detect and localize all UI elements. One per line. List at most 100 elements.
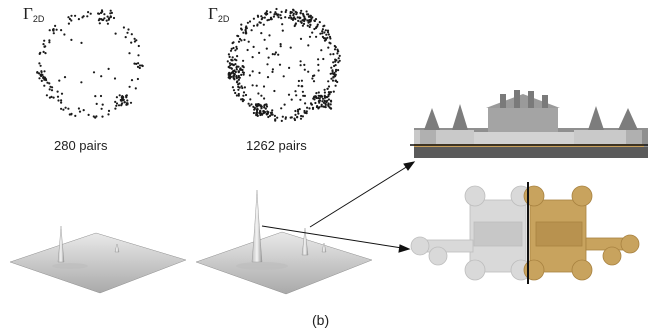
scatter-dot (138, 66, 141, 70)
scatter-dot (305, 110, 308, 113)
scatter-dot (294, 22, 297, 25)
scatter-dot (136, 77, 139, 81)
scatter-dot (98, 12, 101, 15)
scatter-dot (280, 10, 283, 13)
scatter-dot (125, 94, 128, 98)
scatter-dot (331, 79, 335, 82)
scatter-dot (273, 114, 276, 117)
scatter-dot (245, 27, 248, 30)
scatter-dot (327, 98, 330, 101)
scatter-dot (281, 23, 284, 26)
scatter-dot (242, 31, 245, 34)
scatter-dot (67, 16, 70, 19)
scatter-dot (303, 94, 306, 97)
scatter-dot (74, 14, 77, 17)
scatter-dot (52, 96, 55, 99)
scatter-dot (135, 62, 138, 65)
scatter-dot (256, 23, 259, 26)
scatter-dot (38, 77, 41, 80)
scatter-dot (321, 97, 325, 100)
scatter-dot (320, 49, 323, 52)
scatter-dot (125, 103, 128, 106)
scatter-dot (309, 19, 312, 22)
scatter-dot (308, 107, 311, 110)
scatter-dot (51, 86, 54, 89)
scatter-dot (324, 29, 327, 32)
scatter-dot (321, 35, 324, 39)
scatter-dot (241, 71, 244, 74)
scatter-dot (259, 110, 262, 114)
scatter-dot (330, 66, 333, 69)
scatter-dot (279, 43, 282, 46)
scatter-dot (81, 16, 84, 19)
scatter-dot (237, 78, 240, 81)
scatter-dot (327, 46, 330, 49)
scatter-dot (242, 99, 245, 102)
scatter-dot (332, 90, 335, 93)
scatter-dot (319, 95, 322, 98)
scatter-dot (328, 41, 331, 44)
scatter-dot (309, 14, 312, 17)
scatter-dot (249, 98, 252, 101)
scatter-plot-1262-pairs (226, 7, 341, 122)
scatter-dot (314, 18, 318, 21)
scatter-dot (232, 72, 235, 75)
scatter-dot (38, 52, 41, 56)
scatter-dot (255, 84, 258, 87)
scatter-dot (266, 110, 269, 113)
scatter-dot (70, 112, 73, 115)
scatter-dot (274, 11, 277, 14)
scatter-dot (322, 105, 325, 108)
scatter-dot (238, 76, 241, 79)
scatter-dot (281, 115, 284, 118)
scatter-dot (228, 71, 231, 74)
scatter-dot (244, 28, 247, 31)
scatter-dot (329, 103, 332, 106)
scatter-dot (338, 59, 341, 62)
scatter-dot (252, 24, 255, 27)
scatter-dot (315, 92, 318, 95)
scatter-dot (317, 58, 320, 61)
scatter-dot (270, 113, 273, 116)
scatter-dot (268, 34, 271, 37)
scatter-dot (263, 103, 266, 106)
scatter-dot (234, 49, 237, 52)
scatter-dot (266, 76, 270, 79)
scatter-dot (270, 111, 273, 114)
scatter-dot (54, 24, 57, 27)
scatter-dot (313, 98, 316, 101)
scatter-dot (265, 47, 268, 50)
scatter-dot (108, 17, 111, 20)
scatter-dot (325, 33, 328, 36)
scatter-dot (115, 104, 118, 107)
scatter-dot (333, 44, 336, 48)
scatter-dot (300, 9, 303, 12)
scatter-dot (101, 103, 104, 106)
scatter-dot (121, 96, 124, 99)
scatter-dot (240, 68, 243, 71)
scatter-dot (70, 14, 73, 17)
scatter-dot (63, 76, 67, 79)
scatter-dot (114, 100, 117, 103)
scatter-dot (106, 15, 109, 18)
scatter-dot (261, 16, 264, 19)
scatter-dot (255, 109, 259, 113)
scatter-dot (86, 15, 89, 18)
scatter-dot (301, 24, 304, 27)
scatter-dot (269, 11, 272, 14)
scatter-dot (283, 103, 286, 106)
scatter-dot (229, 49, 233, 52)
scatter-dot (136, 65, 140, 68)
scatter-dot (265, 113, 268, 116)
scatter-dot (232, 64, 235, 67)
scatter-dot (40, 79, 43, 82)
scatter-dot (296, 110, 300, 113)
scatter-dot (135, 39, 138, 42)
scatter-dot (117, 104, 121, 107)
scatter-dot (299, 60, 302, 63)
scatter-dot (235, 45, 238, 49)
scatter-dot (324, 103, 327, 106)
scatter-dot (319, 32, 322, 35)
scatter-dot (310, 103, 313, 106)
